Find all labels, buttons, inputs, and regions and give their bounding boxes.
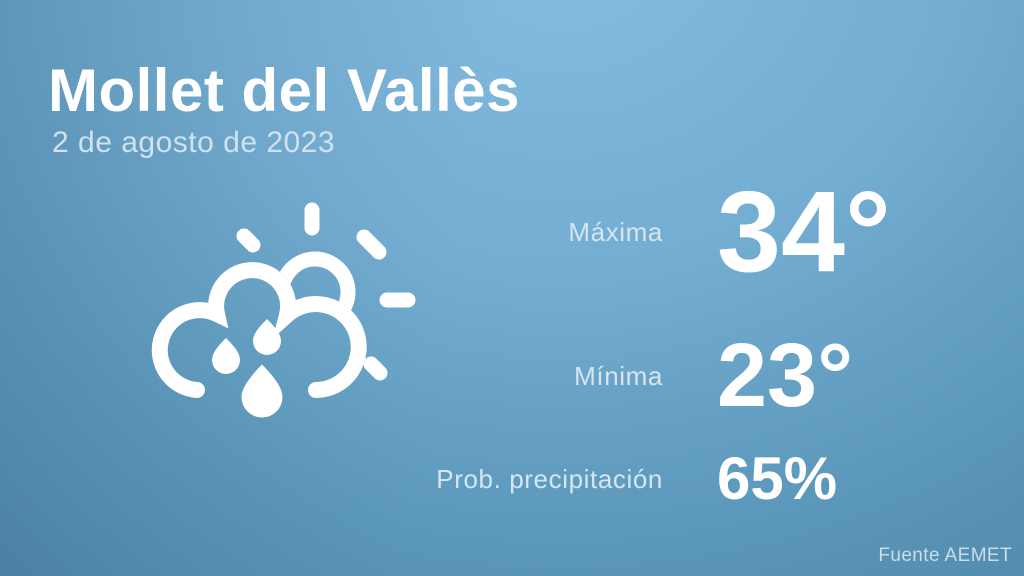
- max-temperature-value: 34°: [717, 167, 891, 296]
- precipitation-value: 65%: [717, 445, 838, 512]
- raindrops-icon: [212, 319, 283, 418]
- cloud-icon: [151, 262, 367, 398]
- max-temperature-label: Máxima: [568, 216, 663, 247]
- min-temperature-label: Mínima: [574, 360, 663, 391]
- location-title: Mollet del Vallès: [48, 57, 521, 124]
- sun-behind-rain-cloud-icon: [151, 202, 416, 418]
- data-source-credit: Fuente AEMET: [878, 545, 1012, 566]
- max-temperature-row: Máxima 34°: [348, 168, 968, 296]
- precipitation-row: Prob. precipitación 65%: [348, 438, 968, 520]
- min-temperature-row: Mínima 23°: [348, 330, 968, 422]
- precipitation-label: Prob. precipitación: [436, 463, 663, 494]
- min-temperature-value: 23°: [717, 326, 854, 426]
- sun-rays-icon: [236, 202, 416, 381]
- weather-icon-container: [148, 192, 438, 452]
- forecast-date: 2 de agosto de 2023: [52, 126, 336, 159]
